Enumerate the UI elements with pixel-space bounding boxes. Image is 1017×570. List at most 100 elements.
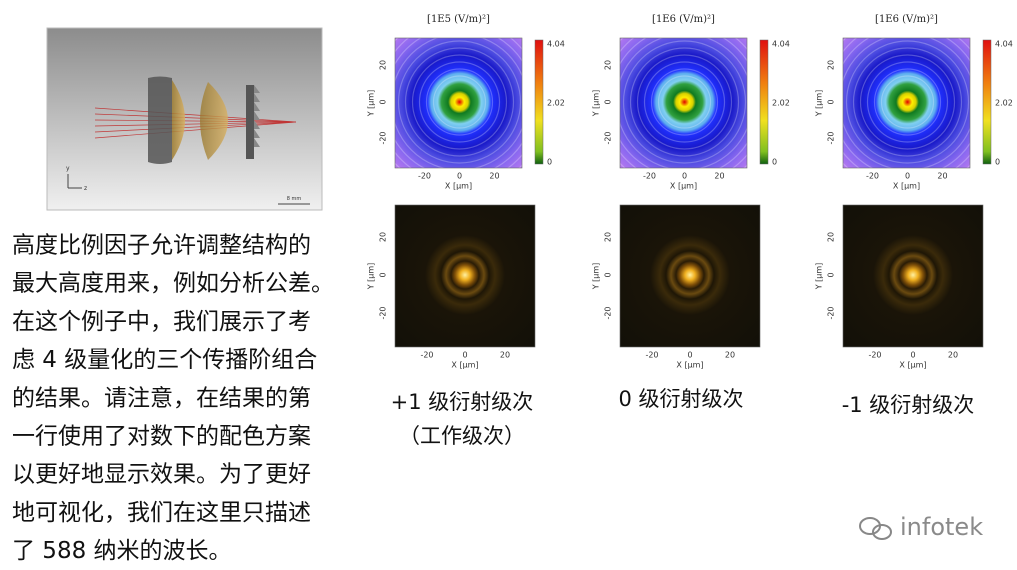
ring	[397, 40, 522, 164]
caption: （工作级次）	[399, 424, 525, 448]
y-tick-label: 20	[827, 60, 836, 70]
colorbar-tick: 2.02	[772, 99, 790, 108]
paragraph-line: 虑 4 级量化的三个传播阶组合	[12, 347, 317, 373]
ring	[866, 61, 949, 143]
x-axis-label: X [µm]	[893, 182, 920, 191]
paragraph-line: 最大高度用来，例如分析公差。	[12, 271, 334, 297]
lens-figure: y z 8 mm	[46, 27, 323, 211]
caption: +1 级衍射级次	[391, 390, 534, 414]
field-plot	[395, 38, 522, 168]
y-tick-label: 20	[604, 60, 613, 70]
ring	[643, 61, 726, 143]
colorbar	[759, 39, 769, 165]
y-tick-label: -20	[379, 131, 388, 144]
x-tick-label: 0	[457, 172, 462, 181]
y-tick-label: 0	[827, 99, 836, 104]
panel: [1E5 (V/m)²] 4.04 2.02 0 -20 0 20 20 0 -20 X [µm] Y…	[367, 14, 565, 448]
x-tick-label: 0	[682, 172, 687, 181]
y-tick-label: -20	[379, 306, 388, 319]
colorbar-tick: 4.04	[547, 40, 565, 49]
y-tick-label: 0	[827, 272, 836, 277]
colorbar-tick: 2.02	[995, 99, 1013, 108]
ring	[657, 75, 712, 129]
panel: [1E6 (V/m)²] 4.04 2.02 0 -20 0 20 20 0 -20 X [µm] Y…	[815, 14, 1013, 417]
colorbar-tick: 4.04	[772, 40, 790, 49]
ring	[636, 54, 733, 150]
paragraph-line: 了 588 纳米的波长。	[12, 538, 232, 564]
colorbar-tick: 0	[547, 158, 552, 167]
intensity-plot	[395, 205, 535, 347]
x-tick-label: 0	[687, 351, 692, 360]
y-tick-label: -20	[827, 306, 836, 319]
y-tick-label: 20	[379, 232, 388, 242]
y-tick-label: 0	[379, 272, 388, 277]
y-tick-label: -20	[604, 131, 613, 144]
x-tick-label: 20	[937, 172, 947, 181]
y-axis-label: Y [µm]	[367, 263, 376, 291]
paragraph-line: 地可视化，我们在这里只描述	[12, 500, 311, 526]
y-axis-label: Y [µm]	[367, 90, 376, 118]
y-tick-label: 20	[379, 60, 388, 70]
colorbar-tick: 4.04	[995, 40, 1013, 49]
ring	[622, 40, 747, 164]
watermark: infotek	[859, 513, 983, 541]
y-tick-label: -20	[827, 131, 836, 144]
x-tick-label: 0	[910, 351, 915, 360]
paragraph-line: 高度比例因子允许调整结构的	[12, 233, 311, 259]
ring	[425, 68, 494, 136]
ring	[873, 68, 942, 136]
x-tick-label: 0	[462, 351, 467, 360]
plot-frame	[842, 204, 984, 348]
paragraph: 高度比例因子允许调整结构的最大高度用来，例如分析公差。在这个例子中，我们展示了考…	[12, 233, 334, 565]
x-tick-label: -20	[868, 351, 881, 360]
y-tick-label: 0	[604, 99, 613, 104]
panel: [1E6 (V/m)²] 4.04 2.02 0 -20 0 20 20 0 -20 X [µm] Y…	[592, 14, 790, 411]
colorbar	[982, 39, 992, 165]
ring	[432, 75, 487, 129]
field-plot	[843, 38, 970, 168]
unit-label: [1E6 (V/m)²]	[875, 14, 938, 25]
y-axis-label: Y [µm]	[592, 263, 601, 291]
field-rings	[395, 38, 522, 168]
colorbar-tick: 0	[995, 158, 1000, 167]
caption: 0 级衍射级次	[618, 387, 743, 411]
x-axis-label: X [µm]	[670, 182, 697, 191]
x-tick-label: 20	[500, 351, 510, 360]
x-tick-label: 0	[905, 172, 910, 181]
y-tick-label: 0	[379, 99, 388, 104]
colorbar	[534, 39, 544, 165]
intensity-plot	[843, 205, 983, 347]
caption: -1 级衍射级次	[842, 393, 975, 417]
x-tick-label: -20	[643, 172, 656, 181]
x-axis-label: X [µm]	[676, 361, 703, 370]
ring	[411, 54, 508, 150]
x-tick-label: -20	[418, 172, 431, 181]
y-tick-label: 20	[827, 232, 836, 242]
paragraph-line: 在这个例子中，我们展示了考	[12, 309, 311, 335]
colorbar-tick: 2.02	[547, 99, 565, 108]
x-tick-label: 20	[948, 351, 958, 360]
x-tick-label: 20	[714, 172, 724, 181]
x-axis-label: X [µm]	[899, 361, 926, 370]
axis-y: y	[66, 165, 70, 172]
ring	[629, 47, 740, 157]
plot-frame	[619, 37, 748, 169]
axis-z: z	[84, 185, 87, 192]
plot-frame	[842, 37, 971, 169]
y-tick-label: -20	[604, 306, 613, 319]
x-tick-label: -20	[420, 351, 433, 360]
unit-label: [1E5 (V/m)²]	[427, 14, 490, 25]
paragraph-line: 一行使用了对数下的配色方案	[12, 424, 311, 450]
y-tick-label: 0	[604, 272, 613, 277]
x-tick-label: 20	[725, 351, 735, 360]
plot-frame	[394, 37, 523, 169]
plot-frame	[394, 204, 536, 348]
watermark-text: infotek	[900, 513, 983, 541]
y-tick-label: 20	[604, 232, 613, 242]
field-rings	[843, 38, 970, 168]
x-tick-label: -20	[866, 172, 879, 181]
ring	[418, 61, 501, 143]
ring	[859, 54, 956, 150]
field-rings	[620, 38, 747, 168]
plot-frame	[619, 204, 761, 348]
